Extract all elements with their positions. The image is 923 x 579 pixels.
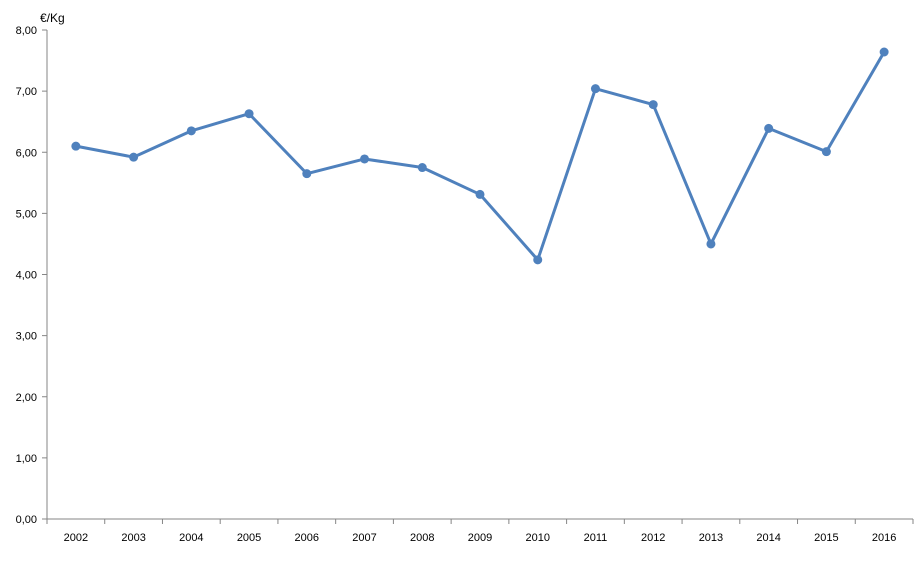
- data-point: [475, 189, 485, 199]
- series-line: [75, 51, 886, 262]
- data-point: [417, 163, 427, 173]
- y-tick-label: 5,00: [16, 208, 37, 220]
- y-tick-label: 2,00: [16, 392, 37, 404]
- x-tick-label: 2007: [352, 532, 376, 544]
- y-tick-label: 8,00: [16, 25, 37, 37]
- y-axis-ticks: 0,00 1,00 2,00 3,00 4,00 5,00 6,00 7,00 8,00: [16, 25, 47, 526]
- y-tick-label: 4,00: [16, 270, 37, 282]
- data-point: [71, 141, 81, 151]
- y-tick-label: 1,00: [16, 453, 37, 465]
- y-axis-unit-label: €/Kg: [40, 11, 65, 25]
- axes: [46, 30, 913, 520]
- y-tick-label: 7,00: [16, 86, 37, 98]
- data-point: [706, 239, 716, 249]
- data-point: [186, 126, 196, 136]
- data-point: [764, 123, 774, 133]
- data-point: [244, 109, 254, 119]
- x-tick-label: 2011: [584, 532, 608, 544]
- data-point: [533, 255, 543, 265]
- data-point: [590, 84, 600, 94]
- y-tick-label: 6,00: [16, 147, 37, 159]
- x-tick-label: 2008: [410, 532, 434, 544]
- x-axis-ticks: 2002 2003 2004 2005 2006 2007 2008 2009 2010 2011…: [46, 519, 914, 544]
- x-tick-label: 2016: [872, 532, 896, 544]
- x-tick-label: 2013: [699, 532, 723, 544]
- x-tick-label: 2012: [641, 532, 665, 544]
- data-point: [879, 47, 889, 57]
- data-point: [821, 147, 831, 157]
- x-tick-label: 2002: [64, 532, 88, 544]
- x-tick-label: 2015: [814, 532, 838, 544]
- x-tick-label: 2009: [468, 532, 492, 544]
- x-tick-label: 2014: [756, 532, 780, 544]
- series-group: [71, 47, 889, 265]
- x-tick-label: 2005: [237, 532, 261, 544]
- y-tick-label: 3,00: [16, 331, 37, 343]
- data-point: [648, 100, 658, 110]
- x-tick-label: 2010: [525, 532, 549, 544]
- x-tick-label: 2006: [295, 532, 319, 544]
- data-point: [360, 154, 370, 164]
- x-tick-label: 2003: [121, 532, 145, 544]
- data-point: [302, 169, 312, 179]
- data-point: [129, 152, 139, 162]
- y-tick-label: 0,00: [16, 514, 37, 526]
- x-tick-label: 2004: [179, 532, 203, 544]
